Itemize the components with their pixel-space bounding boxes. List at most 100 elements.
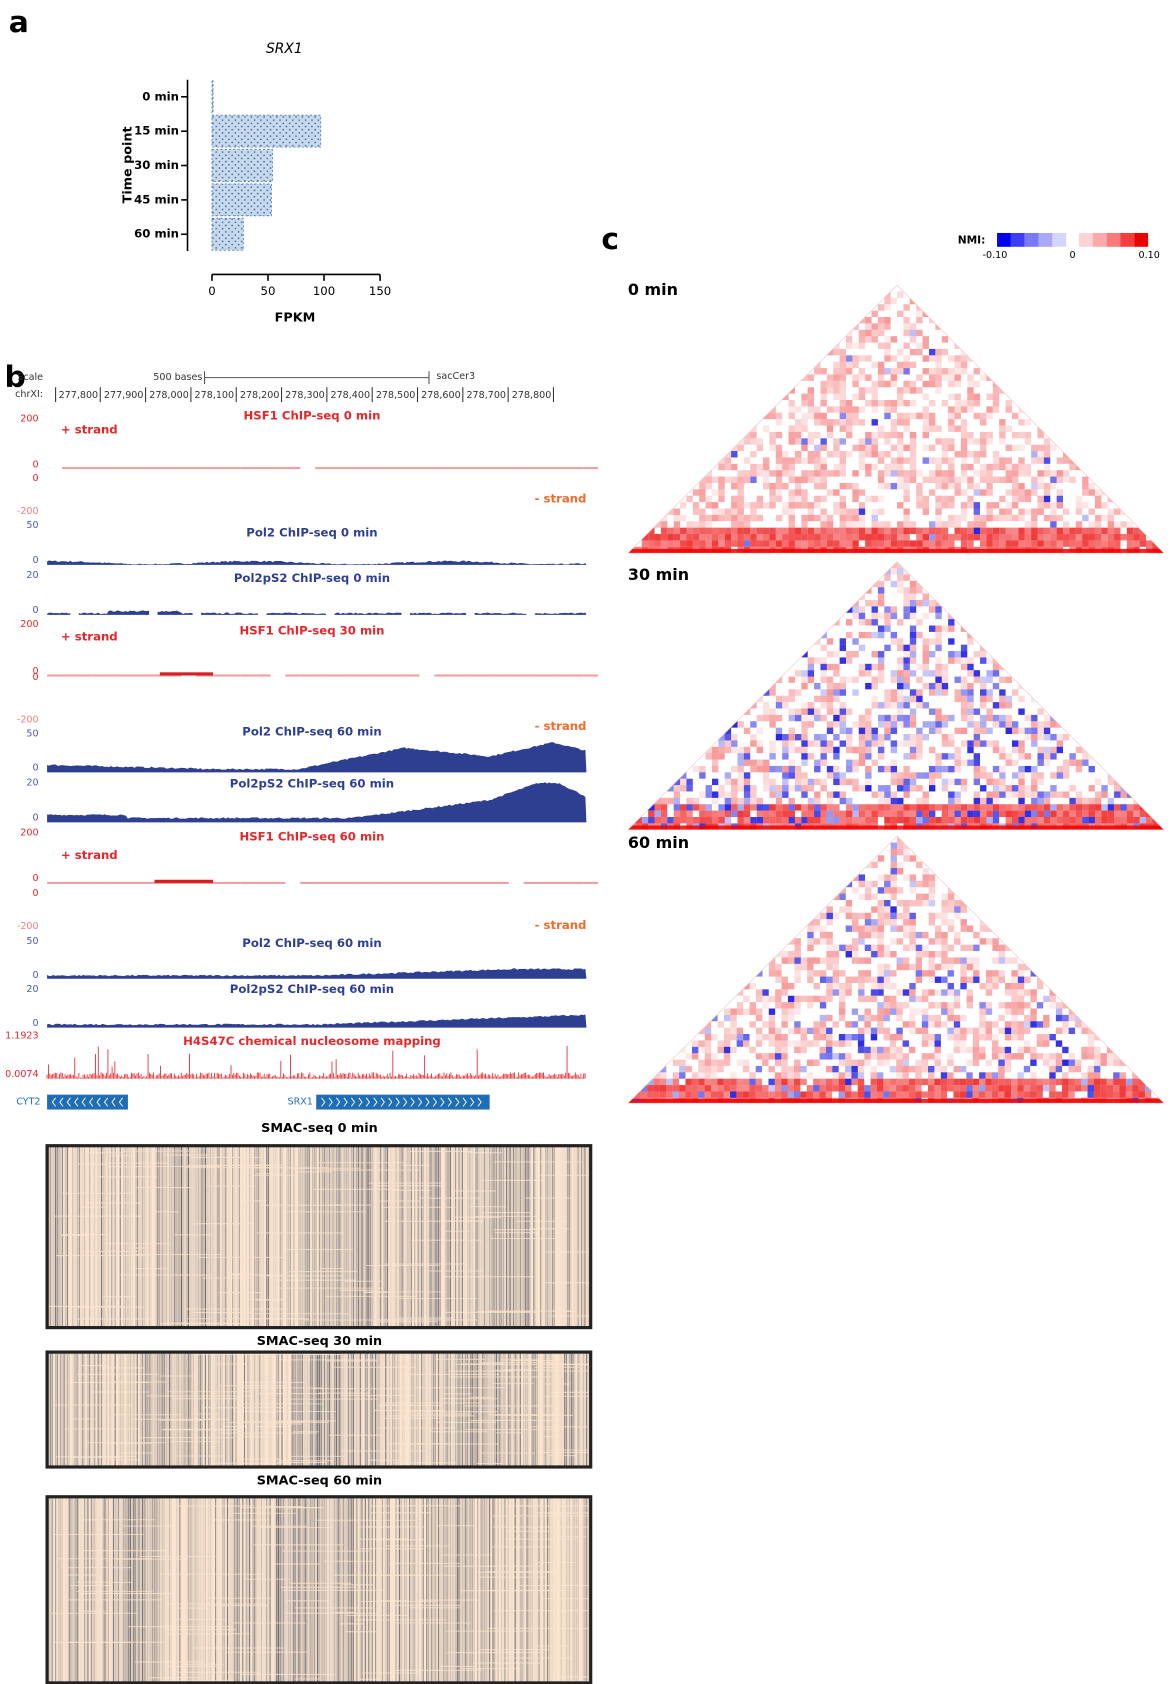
heatmap-cell [858, 810, 866, 818]
heatmap-cell [967, 495, 974, 503]
heatmap-cell [897, 470, 904, 477]
heatmap-cell [794, 689, 802, 696]
heatmap-cell [1063, 734, 1070, 741]
heatmap-cell [967, 374, 974, 381]
heatmap-cell [992, 534, 1000, 541]
signal [47, 1014, 587, 1028]
heatmap-cell [960, 906, 967, 913]
heatmap-cell [769, 791, 776, 798]
heatmap-cell [711, 797, 719, 805]
heatmap-cell [839, 451, 847, 458]
heatmap-cell [1101, 540, 1108, 547]
heatmap-cell [743, 817, 751, 824]
heatmap-cell [992, 393, 1000, 400]
heatmap-cell [903, 804, 910, 811]
heatmap-cell [1075, 534, 1083, 541]
heatmap-cell [743, 785, 751, 792]
heatmap-cell [947, 919, 955, 926]
heatmap-cell [1005, 817, 1012, 824]
heatmap-cell [877, 1008, 884, 1015]
heatmap-cell [871, 651, 878, 658]
heatmap-cell [954, 425, 961, 432]
heatmap-cell [884, 791, 891, 798]
heatmap-cell [1031, 791, 1038, 798]
signal-gap [70, 606, 79, 616]
heatmap-cell [1005, 676, 1012, 683]
heatmap-cell [833, 470, 840, 477]
heatmap-cell [916, 772, 923, 779]
heatmap-cell [999, 810, 1006, 818]
heatmap-cell [756, 534, 764, 541]
heatmap-cell [909, 670, 917, 677]
heatmap-cell [916, 470, 923, 477]
heatmap-cell [909, 638, 917, 645]
heatmap-cell [1139, 527, 1146, 535]
heatmap-cell [1031, 727, 1038, 735]
heatmap-cell [1037, 534, 1044, 541]
heatmap-cell [877, 976, 884, 983]
heatmap-cell [788, 431, 795, 439]
heatmap-cell [954, 759, 961, 766]
heatmap-cell [1043, 1021, 1050, 1028]
heatmap-cell [954, 695, 961, 703]
heatmap-cell [763, 689, 770, 696]
heatmap-cell [852, 393, 859, 400]
heatmap-cell [897, 534, 904, 541]
heatmap-cell [973, 740, 981, 747]
heatmap-cell [1017, 982, 1025, 990]
heatmap-cell [884, 899, 891, 907]
heatmap-cell [743, 995, 750, 1003]
heatmap-cell [928, 899, 936, 907]
heatmap-cell [871, 976, 878, 983]
heatmap-cell [756, 527, 764, 535]
heatmap-cell [782, 785, 789, 792]
heatmap-cell [775, 791, 783, 798]
heatmap-cell [986, 810, 993, 818]
heatmap-cell [954, 804, 961, 811]
heatmap-cell [814, 740, 821, 747]
track-axis-label: 200 [20, 619, 38, 630]
heatmap-cell [731, 444, 738, 452]
heatmap-cell [890, 855, 897, 862]
signal [91, 881, 107, 885]
heatmap-cell [928, 1040, 935, 1047]
signal [47, 968, 587, 979]
heatmap-cell [871, 380, 878, 388]
signal [508, 674, 524, 677]
heatmap-cell [858, 374, 866, 381]
heatmap-cell [909, 470, 917, 477]
heatmap-cell [954, 451, 961, 458]
heatmap-cell [884, 297, 891, 305]
heatmap-cell [833, 765, 840, 773]
heatmap-cell [992, 957, 999, 964]
heatmap-cell [775, 734, 783, 741]
heatmap-cell [801, 759, 808, 766]
heatmap-cell [788, 463, 795, 471]
gene-arrow [59, 1097, 64, 1107]
heatmap-cell [673, 804, 681, 811]
heatmap-cell [903, 361, 910, 369]
signal [553, 467, 569, 470]
heatmap-cell [820, 387, 827, 394]
track-axis-label: 0.0074 [5, 1069, 38, 1080]
heatmap-cell [743, 982, 750, 990]
signal [553, 881, 569, 885]
heatmap-cell [852, 689, 859, 696]
heatmap-cell [935, 380, 942, 388]
heatmap-cell [788, 765, 795, 773]
heatmap-cell [947, 963, 954, 971]
heatmap-cell [922, 431, 929, 439]
heatmap-cell [769, 502, 776, 509]
heatmap-cell [967, 534, 974, 541]
heatmap-cell [1055, 1014, 1063, 1022]
y-tick-label: 0 min [142, 89, 179, 103]
heatmap-cell [660, 534, 668, 541]
heatmap-cell [1088, 482, 1095, 490]
heatmap-cell [909, 463, 917, 471]
heatmap-cell [781, 976, 789, 983]
heatmap-cell [897, 797, 904, 805]
gene-arrow [51, 1097, 56, 1107]
heatmap-cell [705, 502, 712, 509]
heatmap-cell [921, 989, 929, 996]
